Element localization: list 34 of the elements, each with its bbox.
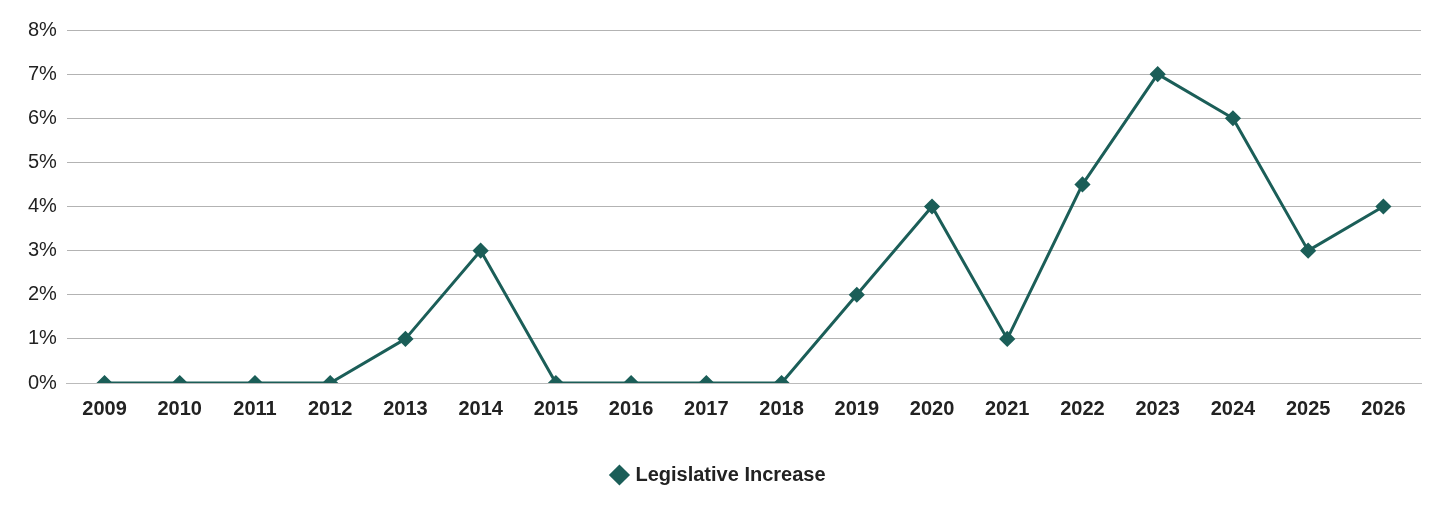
x-tick-label: 2014 [458,396,504,419]
y-tick-label: 1% [28,326,58,349]
x-tick-label: 2013 [383,396,428,419]
x-tick-label: 2009 [82,396,127,419]
y-tick-label: 0% [28,370,58,393]
y-tick-label: 7% [28,61,58,84]
point [1074,176,1090,192]
y-tick-label: 8% [28,17,58,40]
x-tick-label: 2010 [157,396,202,419]
x-tick-label: 2016 [608,396,654,419]
x-tick-label: 2025 [1285,396,1331,419]
point [1225,110,1241,126]
point [1375,199,1391,214]
x-tick-label: 2017 [684,396,729,419]
point [473,243,489,259]
x-tick-label: 2019 [834,396,880,419]
x-tick-label: 2022 [1060,396,1105,419]
x-tick-label: 2024 [1210,396,1257,419]
y-tick-label: 3% [28,238,58,261]
point [1300,243,1316,259]
x-tick-label: 2026 [1361,396,1406,419]
x-tick-label: 2011 [233,396,277,419]
x-tick-label: 2015 [533,396,579,419]
y-tick-label: 2% [28,282,58,305]
legend-label: Legislative Increase [635,462,826,485]
x-tick-label: 2012 [307,396,353,419]
x-tick-label: 2018 [759,396,804,419]
x-tick-label: 2021 [985,396,1030,419]
y-tick-label: 4% [28,194,58,217]
y-tick-label: 6% [28,105,58,128]
x-tick-label: 2020 [909,396,955,419]
x-tick-label: 2023 [1135,396,1180,419]
point [924,199,940,214]
y-tick-label: 5% [28,149,58,172]
